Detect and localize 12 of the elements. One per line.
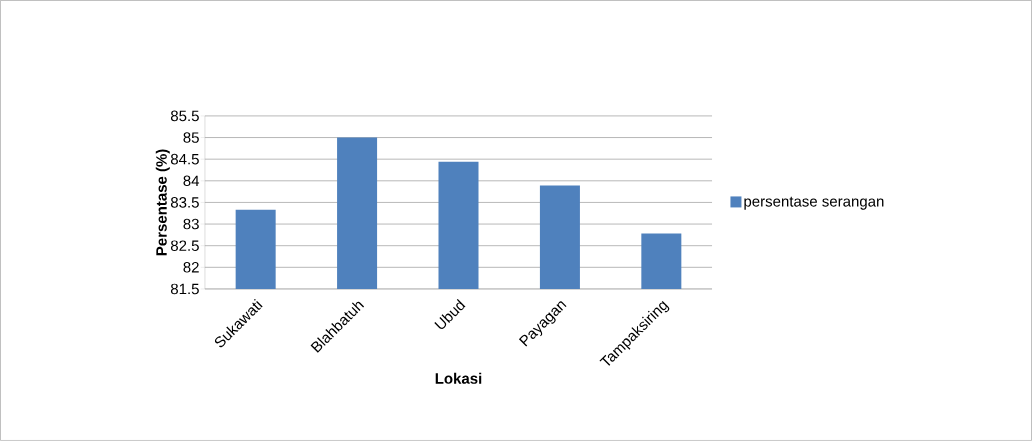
y-tick-label: 82.5 bbox=[170, 240, 199, 252]
legend-label: persentase serangan bbox=[744, 196, 884, 210]
y-axis-title: Persentase (%) bbox=[155, 149, 170, 256]
y-tick-label: 82 bbox=[183, 262, 199, 273]
x-axis-title: Lokasi bbox=[435, 372, 482, 384]
y-tick-label: 84 bbox=[183, 175, 200, 187]
y-tick-label: 85 bbox=[183, 132, 199, 143]
y-tick-label: 81.5 bbox=[170, 283, 199, 295]
y-tick-label: 83.5 bbox=[170, 197, 199, 208]
y-tick-label: 85.5 bbox=[170, 110, 199, 122]
y-tick-label: 84.5 bbox=[170, 153, 199, 165]
y-tick-label: 83 bbox=[183, 218, 199, 230]
